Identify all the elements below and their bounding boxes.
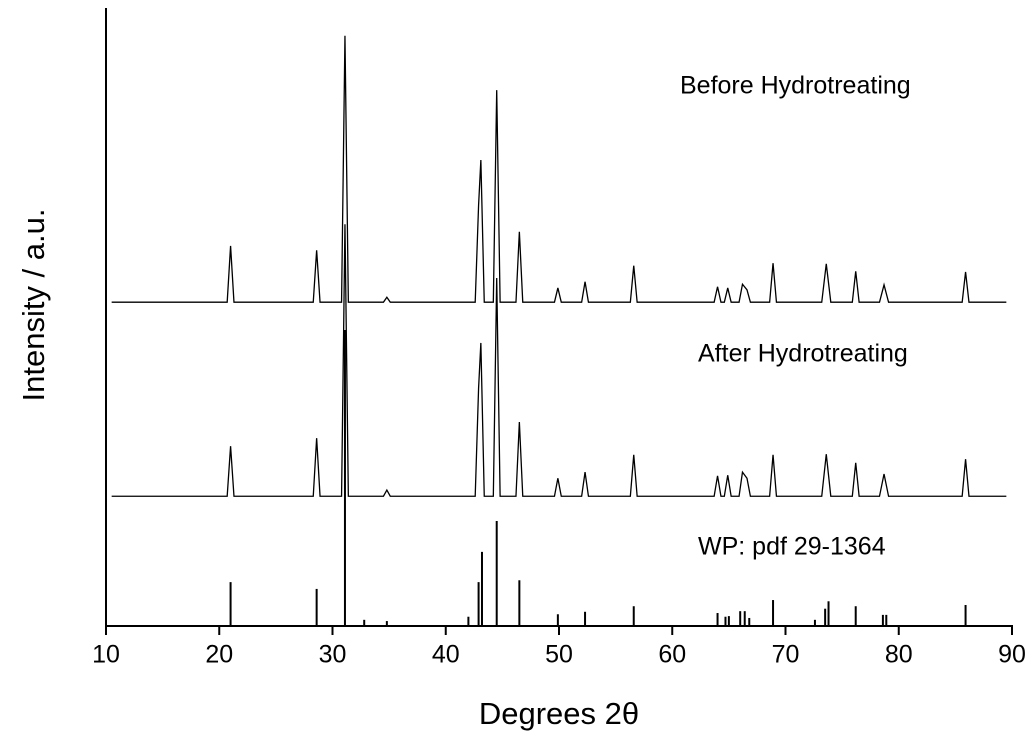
series-label: Before Hydrotreating: [680, 72, 911, 100]
x-tick-label: 40: [432, 641, 460, 669]
x-tick-label: 90: [998, 641, 1026, 669]
y-axis-label: Intensity / a.u.: [16, 209, 51, 402]
x-tick-label: 20: [205, 641, 233, 669]
pattern-line: [111, 35, 1007, 303]
x-tick-label: 50: [545, 641, 573, 669]
x-tick-label: 30: [319, 641, 347, 669]
x-tick-label: 60: [658, 641, 686, 669]
x-axis-label: Degrees 2θ: [479, 696, 639, 731]
series-label: WP: pdf 29-1364: [698, 533, 886, 561]
x-tick-label: 10: [92, 641, 120, 669]
pattern-line: [111, 224, 1007, 497]
x-tick-label: 70: [772, 641, 800, 669]
x-tick-label: 80: [885, 641, 913, 669]
series-label: After Hydrotreating: [698, 340, 908, 368]
